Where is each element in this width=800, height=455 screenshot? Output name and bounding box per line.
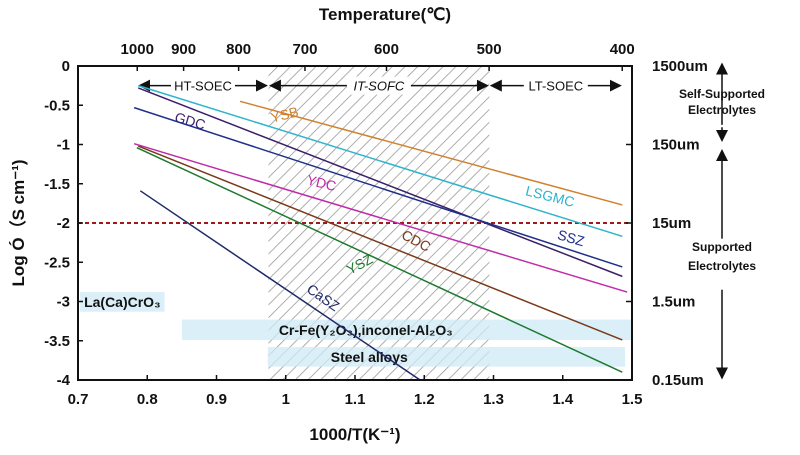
series-line-casz [139,190,421,381]
y-tick-label: -2.5 [44,254,70,271]
band-label: Cr-Fe(Y₂O₃),inconel-Al₂O₃ [279,322,453,338]
series-line-ydc [133,142,628,293]
series-label: SSZ [556,226,587,249]
band-label: La(Ca)CrO₃ [84,294,160,310]
x-tick-label: 1.2 [414,391,435,408]
right-tick-label: 15um [652,215,691,232]
top-tick-label: 500 [477,41,502,58]
y-tick-label: -1 [57,137,70,154]
region-label-bg [523,76,588,95]
right-tick-label: 1.5um [652,294,695,311]
series-label: YDC [305,171,338,194]
y-axis-title: Log Ó（S cm⁻¹) [8,159,28,286]
y-tick-label: -3.5 [44,333,70,350]
band-rect [80,292,165,312]
top-tick-label: 1000 [121,41,154,58]
series-line-ysz [136,146,623,373]
y-tick-label: -3 [57,294,70,311]
right-tick-label: 1500um [652,58,708,75]
region-label: HT-SOEC [174,79,232,94]
series-label: YSB [269,103,300,125]
series-line-ysb [239,100,623,206]
band-label: Steel alloys [331,349,408,365]
y-tick-label: -2 [57,215,70,232]
top-tick-label: 900 [171,41,196,58]
x-tick-label: 1.4 [552,391,574,408]
x-tick-label: 0.8 [137,391,158,408]
x-tick-label: 1.1 [345,391,366,408]
right-group-label: Supported [692,240,752,254]
top-axis-title: Temperature(℃) [319,5,451,24]
series-line-cdc [137,145,623,341]
y-tick-label: -4 [57,372,71,389]
x-tick-label: 1.3 [483,391,504,408]
region-label: IT-SOFC [353,79,404,94]
region-label-bg [346,76,411,95]
right-group-label: Electrolytes [688,103,756,117]
axes-layer: 0.7 0.8 0.9 1 1.1 1.2 1.3 1.4 1.5 0 -0.5 -1 -1.5 -2 -2… [44,41,765,408]
series-label: LSGMC [524,182,576,210]
right-tick-label: 0.15um [652,372,704,389]
region-label: LT-SOEC [528,79,583,94]
top-tick-label: 800 [226,41,251,58]
y-tick-label: -1.5 [44,176,70,193]
x-tick-label: 0.7 [68,391,89,408]
region-label-bg [170,76,235,95]
x-tick-label: 1.5 [622,391,643,408]
right-tick-label: 150um [652,137,700,154]
top-tick-label: 400 [610,41,635,58]
series-line-gdc [137,87,623,278]
right-group-label: Electrolytes [688,259,756,273]
x-tick-label: 0.9 [206,391,227,408]
x-axis-title: 1000/T(K⁻¹) [309,425,400,444]
right-group-label: Self-Supported [679,87,765,101]
x-tick-label: 1 [282,391,290,408]
band-rect [267,347,626,367]
top-tick-label: 700 [292,41,317,58]
series-line-lsgmc [138,84,623,238]
top-tick-label: 600 [374,41,399,58]
y-tick-label: 0 [62,58,70,75]
series-line-ssz [133,106,623,268]
y-tick-label: -0.5 [44,97,70,114]
